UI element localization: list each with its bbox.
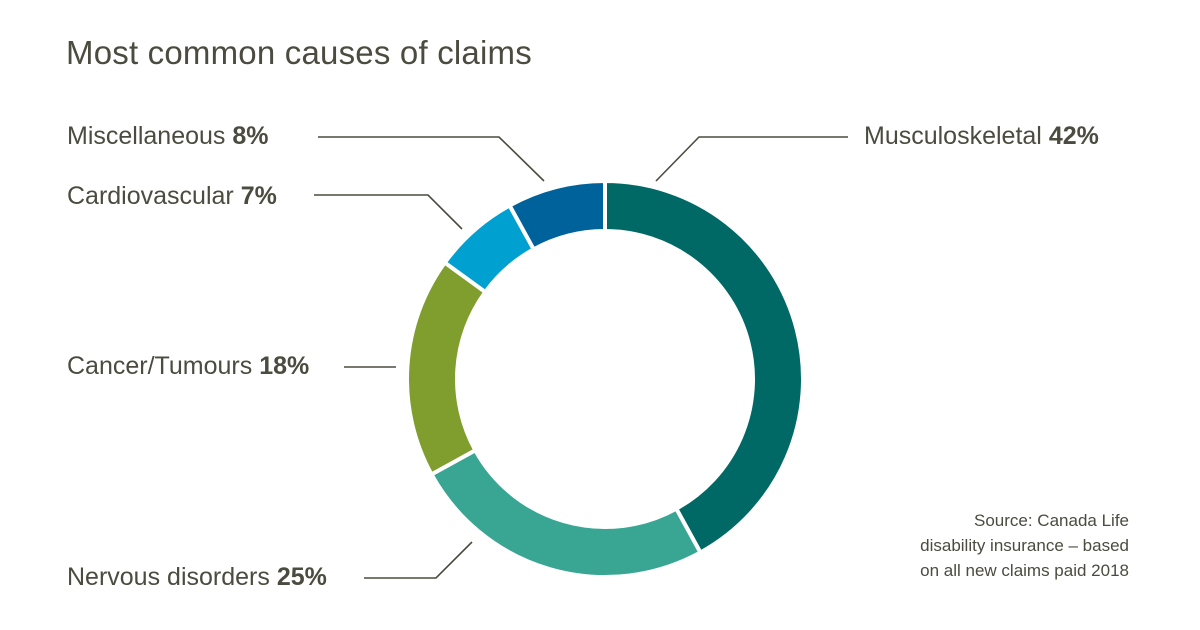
leader-miscellaneous bbox=[318, 136, 545, 182]
slice-miscellaneous bbox=[506, 178, 607, 253]
slice-label-nervous-disorders: Nervous disorders 25% bbox=[67, 563, 327, 592]
slice-label-miscellaneous: Miscellaneous 8% bbox=[67, 122, 269, 151]
slice-name: Cancer/Tumours bbox=[67, 352, 253, 380]
leader-musculoskeletal bbox=[655, 136, 848, 182]
slice-label-cardiovascular: Cardiovascular 7% bbox=[67, 182, 277, 211]
source-line-2: disability insurance – based bbox=[920, 536, 1129, 555]
slice-nervous-disorders bbox=[428, 447, 704, 579]
source-note: Source: Canada Life disability insurance… bbox=[829, 508, 1129, 583]
chart-title: Most common causes of claims bbox=[66, 34, 532, 71]
slice-value: 18% bbox=[259, 352, 310, 380]
slice-value: 42% bbox=[1048, 122, 1099, 150]
slice-name: Nervous disorders bbox=[67, 563, 270, 591]
slice-label-cancer-tumours: Cancer/Tumours 18% bbox=[67, 352, 309, 381]
slice-name: Musculoskeletal bbox=[864, 122, 1042, 150]
leader-cardiovascular bbox=[314, 194, 463, 230]
slice-label-musculoskeletal: Musculoskeletal 42% bbox=[864, 122, 1099, 151]
source-line-3: on all new claims paid 2018 bbox=[920, 561, 1129, 580]
slice-name: Miscellaneous bbox=[67, 122, 226, 150]
slice-musculoskeletal bbox=[603, 178, 805, 556]
slice-value: 8% bbox=[232, 122, 269, 150]
slice-value: 25% bbox=[276, 563, 327, 591]
slice-value: 7% bbox=[240, 182, 277, 210]
leader-nervous-disorders bbox=[364, 541, 473, 579]
source-line-1: Source: Canada Life bbox=[974, 511, 1129, 530]
slice-name: Cardiovascular bbox=[67, 182, 234, 210]
slice-cancer-tumours bbox=[405, 259, 489, 478]
